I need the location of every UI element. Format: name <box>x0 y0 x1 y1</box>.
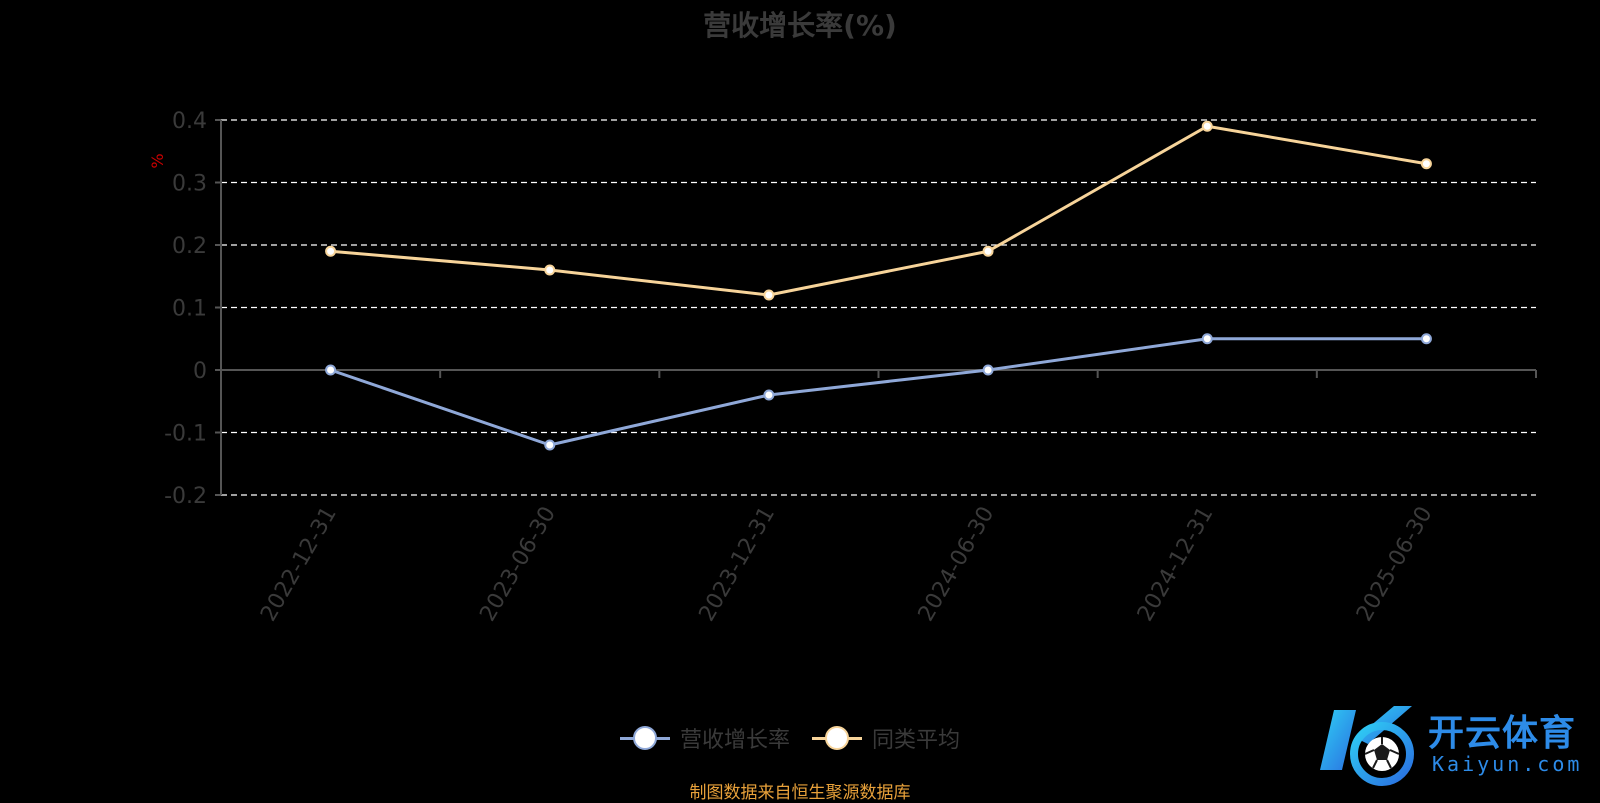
legend-swatch-revenue-growth <box>620 724 670 752</box>
logo-text-cn: 开云体育 <box>1428 713 1577 754</box>
series-line <box>330 337 1427 447</box>
chart-legend: 营收增长率 同类平均 <box>620 720 960 756</box>
series-line <box>330 124 1427 297</box>
data-point[interactable] <box>763 289 775 301</box>
series-lines <box>325 120 1432 451</box>
x-tick-labels: 2022-12-31 2023-06-30 2023-12-31 2024-06-30… <box>256 502 1437 625</box>
legend-item-peer-average[interactable]: 同类平均 <box>812 722 960 754</box>
y-tick-label: 0.4 <box>172 109 207 134</box>
legend-swatch-peer-average <box>812 724 863 752</box>
legend-label: 营收增长率 <box>680 728 791 753</box>
x-tick-label: 2024-12-31 <box>1133 503 1219 626</box>
data-point[interactable] <box>982 364 994 376</box>
y-tick-label: 0.2 <box>172 234 207 259</box>
data-point[interactable] <box>544 439 556 451</box>
chart-title: 营收增长率(%) <box>703 9 897 42</box>
y-tick-labels: 0.4 0.3 0.2 0.1 0 -0.1 -0.2 <box>164 109 207 509</box>
y-tick-label: -0.1 <box>164 422 207 447</box>
y-tick-label: 0.3 <box>172 172 207 197</box>
x-tick-label: 2024-06-30 <box>914 502 1000 625</box>
source-note: 制图数据来自恒生聚源数据库 <box>689 783 911 803</box>
axes <box>215 119 1537 496</box>
kaiyun-logo: 开云体育 Kaiyun.com <box>1316 700 1590 786</box>
y-tick-label: 0.1 <box>172 297 207 322</box>
logo-text-en: Kaiyun.com <box>1432 752 1583 776</box>
x-tick-label: 2022-12-31 <box>256 503 342 626</box>
data-point[interactable] <box>982 245 994 257</box>
legend-label: 同类平均 <box>872 728 961 753</box>
y-tick-label: 0 <box>193 359 207 384</box>
kaiyun-logo-icon <box>1320 706 1414 786</box>
data-point[interactable] <box>1420 158 1432 170</box>
data-point[interactable] <box>763 389 775 401</box>
y-axis-label: % <box>148 153 167 168</box>
x-tick-label: 2023-12-31 <box>695 503 781 626</box>
data-point[interactable] <box>1420 333 1432 345</box>
data-point[interactable] <box>544 264 556 276</box>
data-point[interactable] <box>1201 120 1213 132</box>
data-point[interactable] <box>1201 333 1213 345</box>
y-tick-label: -0.2 <box>164 484 207 509</box>
x-tick-label: 2023-06-30 <box>475 503 561 626</box>
legend-item-revenue-growth[interactable]: 营收增长率 <box>620 722 790 754</box>
grid-lines <box>221 119 1536 496</box>
data-point[interactable] <box>325 364 337 376</box>
x-tick-label: 2025-06-30 <box>1352 503 1438 626</box>
data-point[interactable] <box>325 245 337 257</box>
